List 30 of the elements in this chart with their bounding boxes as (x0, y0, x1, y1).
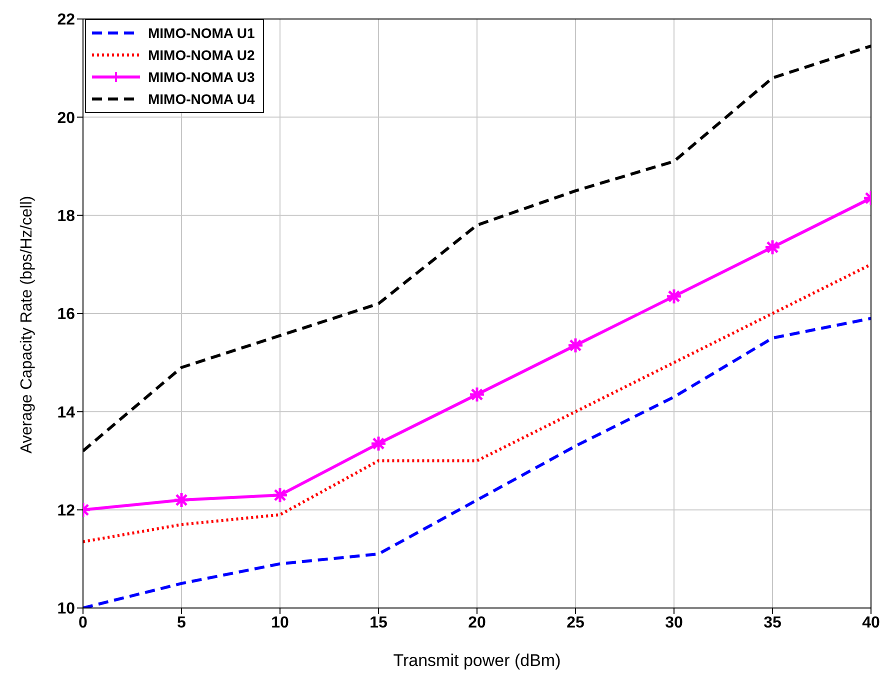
y-tick-label: 20 (57, 110, 76, 127)
y-tick-label: 10 (57, 600, 76, 618)
point (764, 238, 781, 256)
x-tick-label: 0 (78, 614, 88, 632)
x-tick-label: 10 (271, 614, 289, 632)
x-tick-label: 30 (665, 614, 683, 632)
point (370, 435, 387, 452)
point (272, 486, 288, 504)
y-tick-label: 12 (57, 502, 76, 520)
x-tick-label: 15 (370, 614, 388, 632)
x-tick-label: 5 (177, 614, 186, 632)
x-axis-title: Transmit power (dBm) (393, 651, 561, 670)
legend-label: MIMO-NOMA U1 (148, 25, 255, 41)
x-tick-label: 35 (764, 614, 782, 632)
x-tick-label: 25 (566, 614, 584, 632)
y-tick-label: 22 (57, 12, 76, 29)
point (666, 288, 682, 305)
point (173, 492, 190, 508)
x-tick-label: 20 (468, 614, 486, 632)
legend-label: MIMO-NOMA U3 (148, 69, 255, 85)
legend-label: MIMO-NOMA U4 (148, 91, 255, 107)
x-tick-label: 40 (862, 614, 880, 632)
y-tick-label: 18 (57, 208, 76, 226)
point (567, 337, 584, 354)
line-series (83, 262, 871, 544)
y-tick-label: 14 (57, 404, 76, 422)
y-axis-title: Average Capacity Rate (bps/Hz/cell) (18, 196, 36, 454)
point (468, 386, 486, 403)
y-tick-label: 16 (57, 306, 76, 324)
legend-label: MIMO-NOMA U2 (148, 47, 255, 63)
